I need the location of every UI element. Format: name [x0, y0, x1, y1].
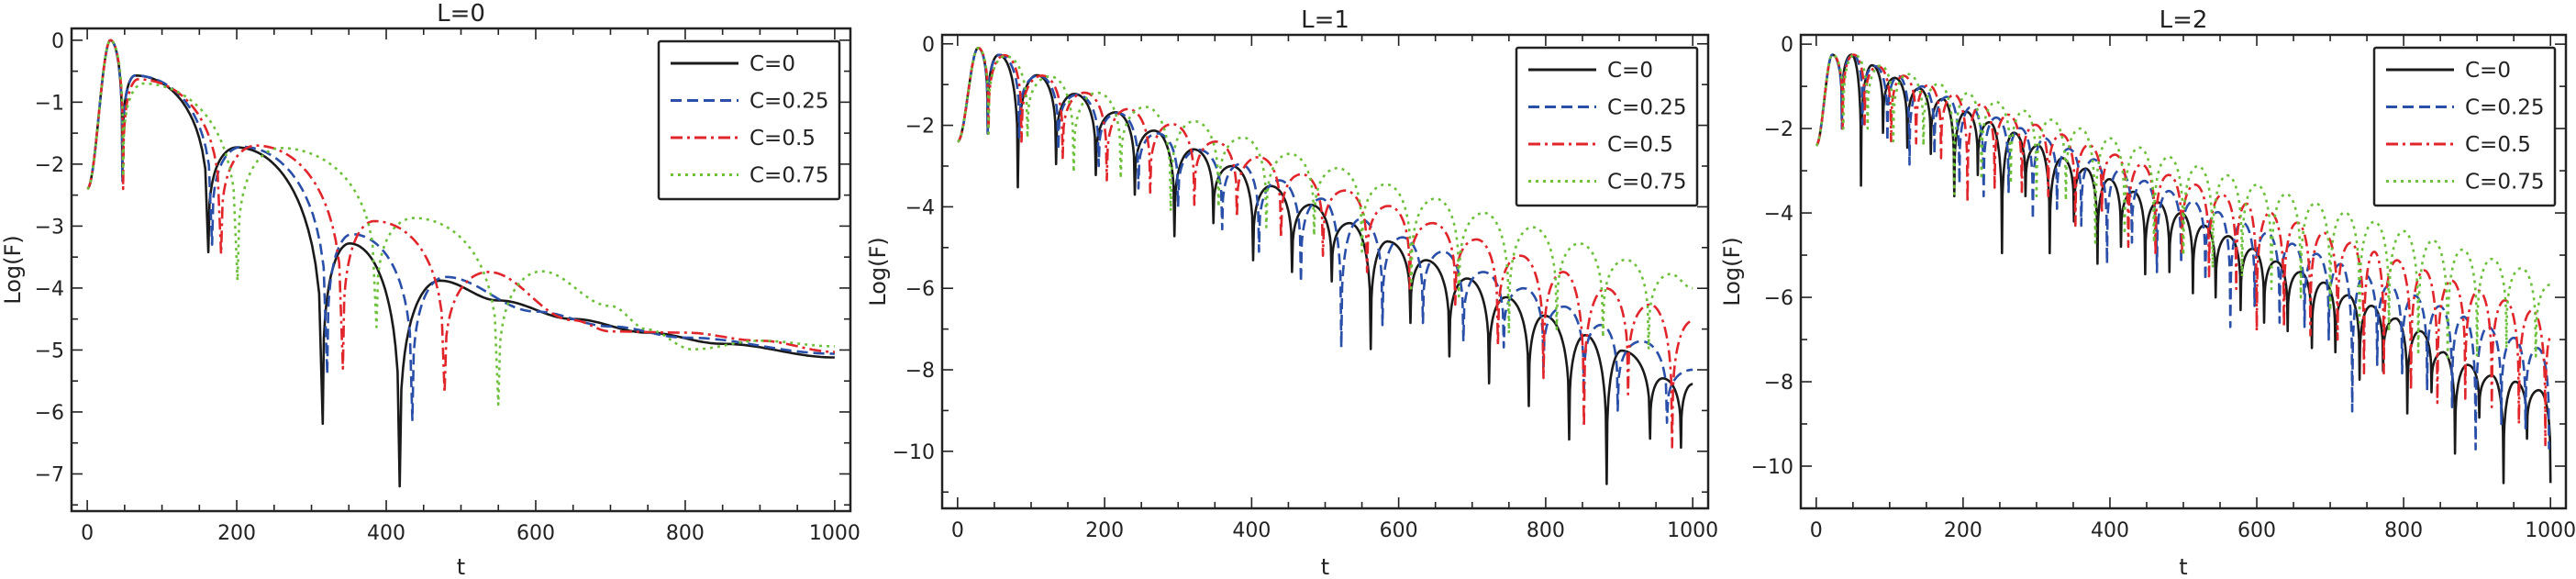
legend-item: C=0.75 [1528, 171, 1687, 195]
x-axis-label: t [457, 554, 465, 579]
x-tick-label: 200 [1085, 519, 1124, 542]
y-tick-label: −2 [905, 116, 935, 139]
x-tick-label: 1000 [2525, 519, 2576, 542]
legend-label: C=0.25 [1607, 96, 1687, 120]
y-axis-label: Log(F) [0, 235, 26, 304]
plot-area [86, 39, 835, 488]
x-tick-label: 800 [2384, 519, 2423, 542]
legend-item: C=0.5 [2386, 133, 2531, 157]
series-line-c0-75 [86, 39, 835, 406]
legend-label: C=0.25 [2465, 96, 2545, 120]
legend-label: C=0 [749, 52, 795, 76]
plot-area [957, 46, 1693, 485]
legend-item: C=0 [2386, 59, 2511, 83]
legend-item: C=0.5 [671, 127, 816, 150]
series-line-c0-5 [957, 46, 1693, 449]
y-tick-label: −5 [35, 340, 64, 362]
legend-item: C=0 [1528, 59, 1653, 83]
legend: C=0 C=0.25 C=0.5 C=0.75 [2372, 46, 2557, 207]
x-axis-label: t [2179, 554, 2187, 579]
x-tick-label: 200 [217, 522, 256, 545]
y-tick-label: −6 [905, 278, 935, 301]
legend: C=0 C=0.25 C=0.5 C=0.75 [657, 39, 841, 201]
legend-label: C=0.75 [1607, 171, 1687, 195]
y-tick-label: −2 [1764, 118, 1793, 141]
y-tick-label: −6 [35, 402, 64, 425]
panel-L-2: L=2 0 200 400 600 800 1000 0 −2 −4 −6 −8 −10 t Log(F) C… [1719, 6, 2576, 579]
legend-box [657, 39, 841, 201]
y-tick-label: −6 [1764, 287, 1793, 310]
legend-item: C=0.25 [671, 90, 829, 114]
series-line-c0-25 [86, 39, 835, 421]
x-tick-label: 800 [666, 522, 705, 545]
y-tick-label: 0 [1781, 34, 1793, 57]
x-tick-label: 1000 [809, 522, 861, 545]
y-tick-label: −2 [35, 154, 64, 177]
panel-L-0: L=0 0 200 400 600 800 1000 0 −1 −2 −3 −4 −5 −6 −7 t Log(… [0, 0, 861, 579]
legend-label: C=0.5 [2465, 133, 2531, 157]
y-tick-label: −1 [35, 92, 64, 115]
y-tick-label: −3 [35, 216, 64, 239]
ticks [942, 35, 1708, 508]
x-tick-label: 0 [1810, 519, 1823, 542]
legend-label: C=0.75 [2465, 171, 2545, 195]
x-tick-label: 600 [2237, 519, 2276, 542]
x-tick-label: 0 [81, 522, 94, 545]
y-tick-label: −8 [1764, 372, 1793, 395]
x-tick-label: 400 [1232, 519, 1271, 542]
x-tick-label: 600 [1380, 519, 1418, 542]
legend-item: C=0.25 [1528, 96, 1687, 120]
x-tick-label: 1000 [1667, 519, 1718, 542]
legend-item: C=0.25 [2386, 96, 2545, 120]
legend-item: C=0.75 [671, 164, 829, 188]
legend-label: C=0.5 [749, 127, 816, 150]
chart-title: L=2 [2160, 6, 2208, 34]
legend-box [2372, 46, 2557, 207]
x-tick-label: 400 [367, 522, 405, 545]
x-tick-label: 0 [951, 519, 964, 542]
x-tick-label: 400 [2091, 519, 2129, 542]
legend-item: C=0.5 [1528, 133, 1673, 157]
y-tick-label: −4 [1764, 203, 1793, 226]
y-axis-label: Log(F) [865, 237, 891, 306]
legend-label: C=0.75 [749, 164, 829, 188]
legend-label: C=0.5 [1607, 133, 1673, 157]
y-tick-label: −4 [905, 196, 935, 219]
series-line-c0-75 [1815, 53, 2551, 362]
y-tick-label: 0 [922, 34, 935, 57]
panel-L-1: L=1 0 200 400 600 800 1000 0 −2 −4 −6 −8 −10 t Log(F) C… [865, 6, 1718, 579]
x-tick-label: 600 [516, 522, 555, 545]
chart-title: L=1 [1301, 6, 1349, 34]
chart-title: L=0 [437, 0, 485, 28]
legend-box [1515, 46, 1699, 207]
legend-label: C=0.25 [749, 90, 829, 114]
series-line-c0-5 [86, 39, 835, 395]
y-tick-label: −10 [1751, 456, 1793, 479]
y-tick-label: −7 [35, 463, 64, 486]
x-axis-label: t [1321, 554, 1329, 579]
plot-area [1815, 53, 2552, 484]
legend: C=0 C=0.25 C=0.5 C=0.75 [1515, 46, 1699, 207]
y-tick-label: −8 [905, 360, 935, 383]
x-tick-label: 200 [1944, 519, 1982, 542]
legend-item: C=0.75 [2386, 171, 2545, 195]
y-tick-label: −4 [35, 278, 64, 301]
y-tick-label: −10 [893, 441, 935, 464]
legend-label: C=0 [1607, 59, 1653, 83]
legend-item: C=0 [671, 52, 795, 76]
y-tick-label: 0 [51, 30, 64, 53]
legend-label: C=0 [2465, 59, 2511, 83]
series-line-c0-5 [1815, 53, 2552, 447]
y-axis-label: Log(F) [1719, 237, 1745, 306]
ticks [1801, 35, 2566, 509]
ticks [72, 28, 850, 511]
x-tick-label: 800 [1527, 519, 1565, 542]
